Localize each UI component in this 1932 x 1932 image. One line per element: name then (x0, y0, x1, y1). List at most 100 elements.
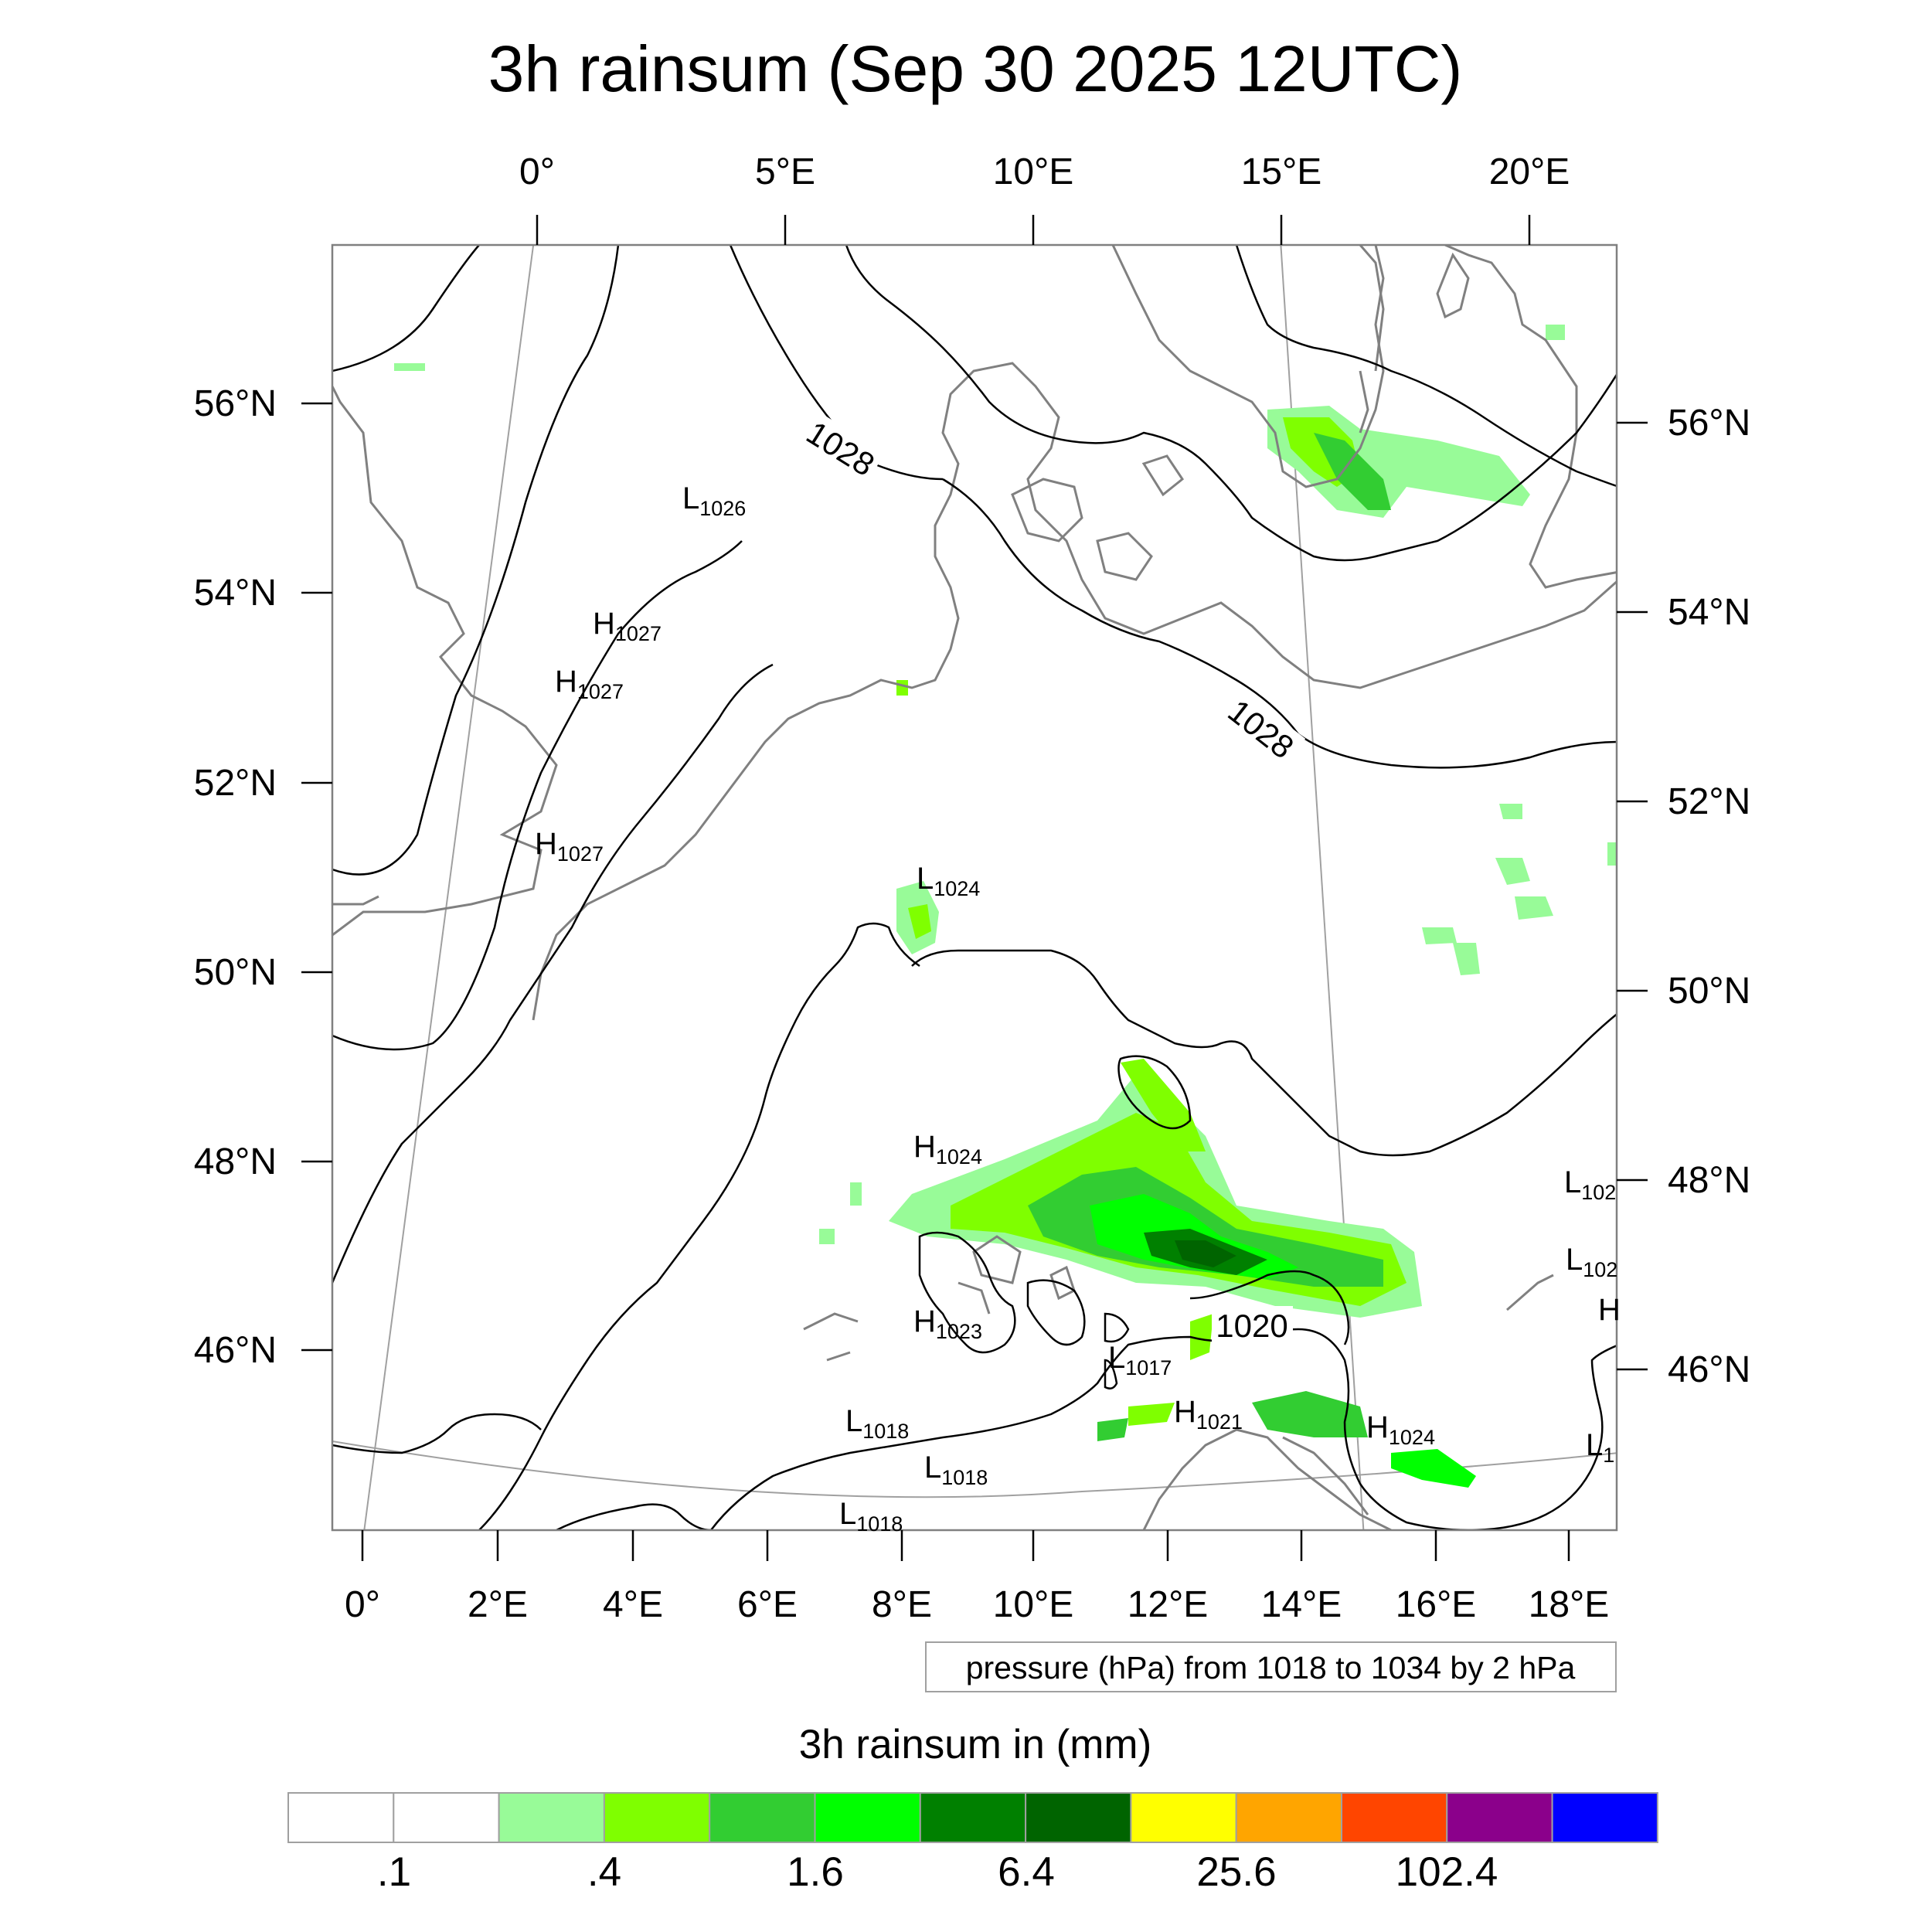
colorbar-swatch (1341, 1792, 1448, 1843)
pressure-center-label: L1024 (917, 862, 980, 900)
rain-area (1546, 325, 1565, 340)
rain-area (394, 363, 425, 371)
lon-label: 0° (345, 1584, 380, 1625)
colorbar-swatch (814, 1792, 921, 1843)
rain-area (1607, 842, 1617, 866)
pressure-center-label: H1021 (1174, 1395, 1243, 1434)
pressure-center-label: H1027 (535, 827, 604, 866)
rain-area (1495, 858, 1530, 885)
rain-area (1422, 927, 1457, 944)
rain-area (850, 1182, 862, 1206)
pressure-center-label: L1018 (839, 1497, 903, 1536)
lat-label: 50°N (1668, 971, 1750, 1012)
lat-label: 56°N (194, 383, 277, 424)
pressure-center-label: L1 (1586, 1428, 1614, 1467)
contour-note: pressure (hPa) from 1018 to 1034 by 2 hP… (925, 1641, 1617, 1692)
lat-label: 52°N (194, 763, 277, 804)
colorbar-swatch (1551, 1792, 1658, 1843)
lon-label: 2°E (468, 1584, 528, 1625)
pressure-center-label: H1027 (593, 607, 662, 645)
lat-label: 56°N (1668, 403, 1750, 444)
rain-area (1453, 943, 1480, 975)
right-lat-labels: 56°N 54°N 52°N 50°N 48°N 46°N (1668, 403, 1750, 1390)
pressure-center-label: L102 (1566, 1243, 1617, 1281)
lat-label: 54°N (194, 573, 277, 614)
lon-label: 6°E (737, 1584, 798, 1625)
lat-label: 48°N (194, 1141, 277, 1182)
lon-label: 5°E (755, 151, 815, 192)
lat-label: 52°N (1668, 781, 1750, 822)
map-title: 3h rainsum (Sep 30 2025 12UTC) (488, 32, 1463, 105)
pressure-center-label: H1023 (913, 1304, 982, 1343)
colorbar-swatch (1130, 1792, 1237, 1843)
lat-label: 48°N (1668, 1160, 1750, 1201)
lon-label: 16°E (1396, 1584, 1477, 1625)
lon-label: 15°E (1241, 151, 1322, 192)
lon-label: 4°E (603, 1584, 663, 1625)
pressure-center-label: L102 (1564, 1165, 1616, 1204)
colorbar-swatch (1235, 1792, 1342, 1843)
colorbar (287, 1792, 1658, 1843)
rain-area (1121, 1059, 1206, 1151)
lon-label: 18°E (1529, 1584, 1610, 1625)
colorbar-label: .4 (587, 1849, 621, 1895)
lat-label: 46°N (1668, 1349, 1750, 1390)
colorbar-labels: .1 .4 1.6 6.4 25.6 102.4 (377, 1849, 1498, 1895)
rain-area (1175, 1240, 1236, 1267)
rain-area (1515, 896, 1553, 920)
pressure-center-label: H (1598, 1293, 1621, 1327)
pressure-center-label: L1018 (845, 1404, 909, 1443)
pressure-center-label: L1026 (682, 481, 746, 520)
pressure-centers: L1026 H1027 H1027 H1027 L1024 H1024 H102… (535, 481, 1621, 1536)
colorbar-swatch (1446, 1792, 1553, 1843)
pressure-center-label: H1024 (1366, 1410, 1435, 1449)
rain-area (1097, 1418, 1128, 1441)
colorbar-title: 3h rainsum in (mm) (799, 1722, 1151, 1767)
map-area (332, 245, 1617, 1530)
rain-area (1499, 804, 1522, 819)
colorbar-swatch (498, 1792, 605, 1843)
pressure-center-label: L1017 (1108, 1341, 1172, 1379)
rain-area (1252, 1391, 1368, 1437)
pressure-center-label: H1024 (913, 1130, 982, 1168)
lat-label: 54°N (1668, 592, 1750, 633)
colorbar-label: 1.6 (787, 1849, 844, 1895)
rain-field (394, 325, 1617, 1488)
colorbar-swatch (287, 1792, 395, 1843)
contour-note-text: pressure (hPa) from 1018 to 1034 by 2 hP… (966, 1650, 1576, 1685)
rain-area (1190, 1314, 1213, 1360)
left-lat-labels: 56°N 54°N 52°N 50°N 48°N 46°N (194, 383, 277, 1371)
rain-area (1128, 1403, 1175, 1426)
colorbar-label: 25.6 (1196, 1849, 1276, 1895)
colorbar-swatch (709, 1792, 816, 1843)
lon-label: 8°E (872, 1584, 932, 1625)
rain-area (819, 1229, 835, 1244)
isobar-label: 1020 (1216, 1308, 1287, 1344)
lat-label: 46°N (194, 1330, 277, 1371)
isobars (332, 245, 1617, 1530)
pressure-center-label: L1018 (924, 1451, 988, 1489)
lon-label: 12°E (1128, 1584, 1209, 1625)
colorbar-swatch (393, 1792, 500, 1843)
pressure-center-label: H1027 (555, 665, 624, 703)
rain-area (1314, 433, 1391, 510)
lon-label: 14°E (1261, 1584, 1342, 1625)
bottom-lon-labels: 0° 2°E 4°E 6°E 8°E 10°E 12°E 14°E 16°E 1… (345, 1584, 1609, 1625)
lon-label: 20°E (1489, 151, 1570, 192)
lon-label: 10°E (993, 1584, 1074, 1625)
axis-ticks (301, 215, 1648, 1561)
colorbar-label: 6.4 (998, 1849, 1055, 1895)
rain-area (896, 680, 908, 696)
lon-label: 0° (519, 151, 555, 192)
colorbar-label: 102.4 (1396, 1849, 1498, 1895)
colorbar-swatch (603, 1792, 711, 1843)
top-lon-labels: 0° 5°E 10°E 15°E 20°E (519, 151, 1570, 192)
rain-area (1391, 1449, 1476, 1488)
colorbar-swatch (919, 1792, 1027, 1843)
lat-label: 50°N (194, 952, 277, 993)
rain-area (908, 904, 931, 939)
colorbar-label: .1 (377, 1849, 411, 1895)
colorbar-swatch (1025, 1792, 1132, 1843)
lon-label: 10°E (993, 151, 1074, 192)
coastlines (332, 245, 1617, 1530)
